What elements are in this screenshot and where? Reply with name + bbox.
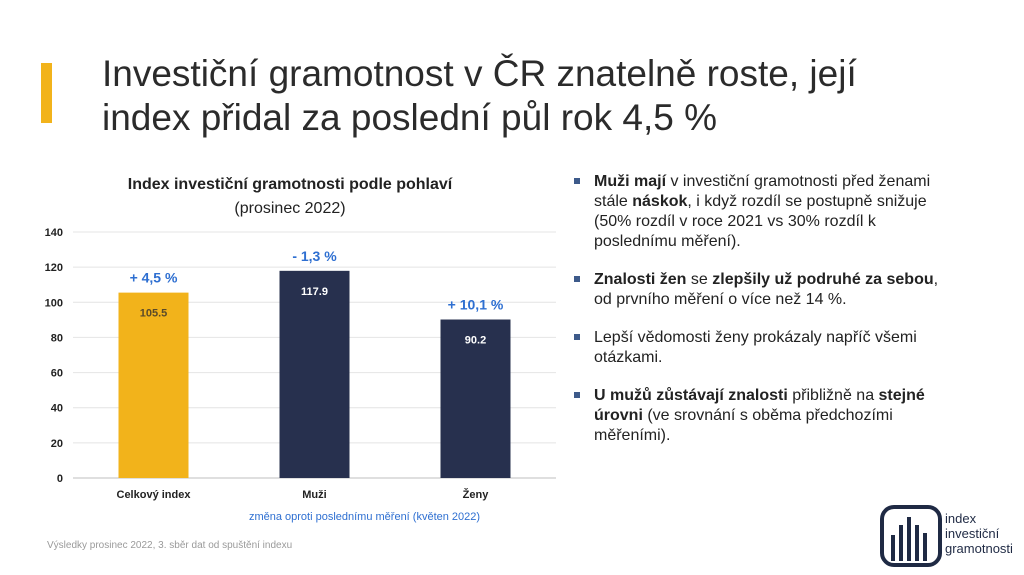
bullet-item: Znalosti žen se zlepšily už podruhé za s…: [572, 270, 942, 310]
page-title-line-2: index přidal za poslední půl rok 4,5 %: [102, 97, 717, 138]
bullet-text: , i když rozdíl se postupně snižuje (50%…: [594, 193, 927, 250]
footer-note: Výsledky prosinec 2022, 3. sběr dat od s…: [47, 540, 293, 551]
bullet-list: Muži mají v investiční gramotnosti před …: [572, 172, 942, 464]
page-title-line-1: Investiční gramotnost v ČR znatelně rost…: [102, 53, 857, 94]
bullet-square-icon: [574, 392, 580, 398]
bullet-text: Lepší vědomosti ženy prokázaly napříč vš…: [594, 329, 917, 366]
data-label: 105.5: [140, 308, 168, 320]
change-note: změna oproti poslednímu měření (květen 2…: [249, 511, 480, 523]
bar-chart: 0 20 40 60 80 100 120 140 105.5 + 4,5 % Celkový in…: [45, 227, 556, 523]
bullet-bold-text: U mužů zůstávají znalosti: [594, 387, 788, 404]
change-label: + 4,5 %: [130, 270, 178, 286]
bullet-item: Lepší vědomosti ženy prokázaly napříč vš…: [572, 328, 942, 368]
bullet-item: Muži mají v investiční gramotnosti před …: [572, 172, 942, 252]
bullet-text: v investiční gramotnosti před ženami stá…: [594, 173, 931, 210]
page-title: Investiční gramotnost v ČR znatelně rost…: [102, 52, 902, 140]
y-tick-label: 120: [45, 262, 63, 274]
chart-title-main: Index investiční gramotnosti podle pohla…: [127, 176, 453, 193]
y-tick-label: 80: [51, 332, 63, 344]
accent-bar: [41, 63, 52, 123]
bullet-bold-text: stejné úrovni: [594, 387, 925, 424]
bullet-item: U mužů zůstávají znalosti přibližně na s…: [572, 386, 942, 446]
bullet-text: , od prvního měření o více než 14 %.: [594, 271, 939, 308]
y-tick-label: 100: [45, 297, 63, 309]
bullet-bold-text: zlepšily už podruhé za sebou: [712, 271, 934, 288]
x-tick-label: Ženy: [463, 488, 490, 501]
bullet-bold-text: Znalosti žen: [594, 271, 687, 288]
bullet-square-icon: [574, 178, 580, 184]
bullet-text: (ve srovnání s oběma předchozími měřením…: [594, 407, 893, 444]
logo-text: index investiční gramotnosti: [945, 511, 1013, 556]
bar: [118, 292, 189, 478]
x-tick-label: Muži: [302, 489, 326, 501]
bullet-square-icon: [574, 334, 580, 340]
bar: [279, 270, 350, 478]
chart-title: Index investiční gramotnosti podle pohla…: [40, 173, 540, 221]
bullet-text: přibližně na: [787, 387, 879, 404]
y-tick-label: 140: [45, 227, 63, 239]
y-tick-label: 60: [51, 368, 63, 380]
y-tick-label: 20: [51, 438, 63, 450]
change-label: + 10,1 %: [448, 297, 504, 313]
logo-line-2: investiční: [945, 526, 1000, 541]
y-tick-label: 40: [51, 403, 63, 415]
data-label: 117.9: [301, 286, 328, 298]
bullet-square-icon: [574, 276, 580, 282]
logo-line-3: gramotnosti: [945, 541, 1013, 556]
logo-line-1: index: [945, 511, 977, 526]
bar: [440, 319, 511, 478]
y-tick-label: 0: [57, 473, 63, 485]
bar-chart-logo-icon: [880, 505, 942, 567]
data-label: 90.2: [465, 335, 486, 347]
bullet-text: se: [686, 271, 713, 288]
x-tick-label: Celkový index: [117, 489, 192, 501]
bullet-bold-text: Muži mají: [594, 173, 667, 190]
bullet-bold-text: náskok: [632, 193, 688, 210]
chart-subtitle: (prosinec 2022): [234, 200, 346, 217]
change-label: - 1,3 %: [292, 248, 337, 264]
